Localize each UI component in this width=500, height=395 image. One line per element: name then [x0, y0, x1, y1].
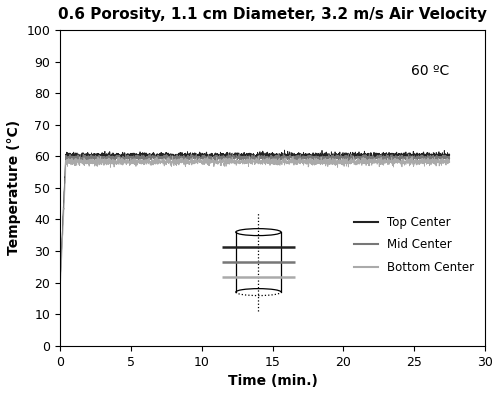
Mid Center [141, 160, 147, 164]
Bottom Center [444, 157, 450, 162]
Bottom Center [390, 159, 396, 164]
X-axis label: Time (min.): Time (min.) [228, 374, 318, 388]
Bottom Center [260, 160, 266, 164]
Top Center [57, 278, 63, 282]
Title: 0.6 Porosity, 1.1 cm Diameter, 3.2 m/s Air Velocity: 0.6 Porosity, 1.1 cm Diameter, 3.2 m/s A… [58, 7, 487, 22]
Text: 60 ºC: 60 ºC [410, 64, 449, 78]
Line: Top Center: Top Center [60, 150, 450, 280]
Bottom Center [446, 160, 452, 165]
Mid Center [390, 155, 396, 160]
Legend: Top Center, Mid Center, Bottom Center: Top Center, Mid Center, Bottom Center [350, 211, 479, 278]
Bottom Center [57, 290, 63, 295]
Bottom Center [256, 153, 262, 158]
Bottom Center [363, 163, 369, 168]
Mid Center [446, 156, 452, 161]
Line: Bottom Center: Bottom Center [60, 156, 450, 293]
Line: Mid Center: Mid Center [60, 153, 450, 286]
Top Center [390, 152, 396, 157]
Top Center [260, 153, 266, 158]
Top Center [363, 154, 369, 159]
Mid Center [444, 156, 450, 161]
Mid Center [116, 156, 122, 161]
Top Center [282, 148, 288, 152]
Y-axis label: Temperature (°C): Temperature (°C) [7, 120, 21, 256]
Mid Center [57, 283, 63, 288]
Top Center [116, 154, 122, 159]
Top Center [444, 155, 450, 160]
Top Center [141, 152, 147, 156]
Mid Center [363, 156, 369, 160]
Top Center [446, 152, 452, 157]
Mid Center [260, 155, 266, 160]
Bottom Center [116, 158, 122, 163]
Bottom Center [141, 162, 147, 167]
Mid Center [230, 151, 235, 156]
